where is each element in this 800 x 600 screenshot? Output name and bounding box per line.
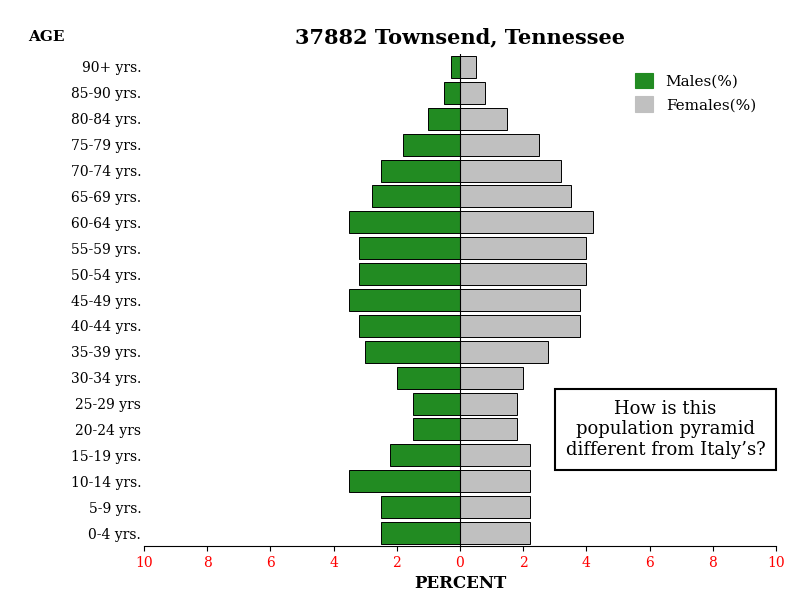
Bar — [359, 315, 460, 337]
Bar — [460, 445, 530, 466]
Bar — [413, 418, 460, 440]
Bar — [413, 392, 460, 415]
Bar — [450, 56, 460, 78]
Bar — [390, 445, 460, 466]
Bar — [350, 211, 460, 233]
Bar — [460, 392, 517, 415]
Text: AGE: AGE — [28, 30, 64, 44]
Bar — [350, 289, 460, 311]
Bar — [444, 82, 460, 104]
Bar — [460, 315, 580, 337]
Bar — [460, 108, 507, 130]
Bar — [381, 522, 460, 544]
Bar — [460, 185, 570, 208]
Bar — [460, 418, 517, 440]
Bar — [371, 185, 460, 208]
Bar — [460, 237, 586, 259]
Bar — [350, 470, 460, 492]
Bar — [381, 160, 460, 182]
Text: How is this
population pyramid
different from Italy’s?: How is this population pyramid different… — [566, 400, 766, 459]
Bar — [460, 522, 530, 544]
Bar — [460, 341, 549, 363]
Bar — [460, 82, 486, 104]
Bar — [460, 289, 580, 311]
Bar — [365, 341, 460, 363]
Bar — [397, 367, 460, 389]
Bar — [359, 263, 460, 285]
Bar — [403, 134, 460, 155]
Bar — [460, 134, 539, 155]
Bar — [460, 367, 523, 389]
Bar — [381, 496, 460, 518]
Bar — [460, 160, 561, 182]
Bar — [429, 108, 460, 130]
Bar — [460, 496, 530, 518]
Bar — [359, 237, 460, 259]
X-axis label: PERCENT: PERCENT — [414, 575, 506, 592]
Bar — [460, 470, 530, 492]
Bar — [460, 263, 586, 285]
Bar — [460, 56, 476, 78]
Bar — [460, 211, 593, 233]
Title: 37882 Townsend, Tennessee: 37882 Townsend, Tennessee — [295, 27, 625, 47]
Legend: Males(%), Females(%): Males(%), Females(%) — [629, 67, 762, 118]
